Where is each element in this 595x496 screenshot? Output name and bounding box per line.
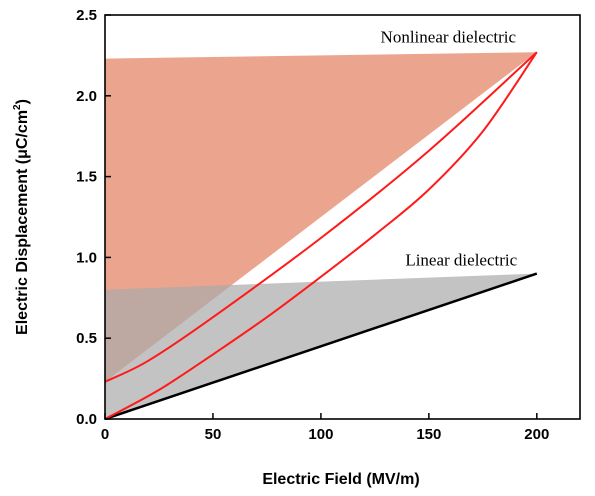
x-axis-title: Electric Field (MV/m): [262, 471, 419, 488]
nonlinear-energy-region: [105, 52, 537, 382]
x-tick-label: 150: [416, 426, 441, 443]
x-tick-label: 200: [524, 426, 549, 443]
x-tick-label: 50: [205, 426, 222, 443]
y-tick-label: 2.0: [76, 88, 97, 105]
y-tick-label: 2.5: [76, 7, 97, 24]
y-axis-title: Electric Displacement (μC/cm2): [12, 99, 31, 335]
series-line-2: [104, 51, 538, 383]
y-axis-title-superscript: 2: [12, 104, 23, 110]
x-axis-ticks: 0 50 100 150 200: [101, 413, 549, 443]
nonlinear-dielectric-label: Nonlinear dielectric: [381, 27, 517, 46]
y-tick-label: 1.0: [76, 249, 97, 266]
series-line-0: [104, 272, 538, 421]
shaded-regions: [105, 52, 537, 419]
x-tick-label: 100: [308, 426, 333, 443]
y-tick-label: 0.5: [76, 330, 97, 347]
y-tick-label: 0.0: [76, 411, 97, 428]
series-line-1: [104, 51, 538, 420]
x-tick-label: 0: [101, 426, 109, 443]
series-lines: [104, 51, 538, 421]
y-axis-ticks: 0.0 0.5 1.0 1.5 2.0 2.5: [76, 7, 111, 428]
linear-dielectric-label: Linear dielectric: [405, 250, 517, 269]
y-tick-label: 1.5: [76, 169, 97, 186]
plot-frame: [104, 14, 581, 420]
